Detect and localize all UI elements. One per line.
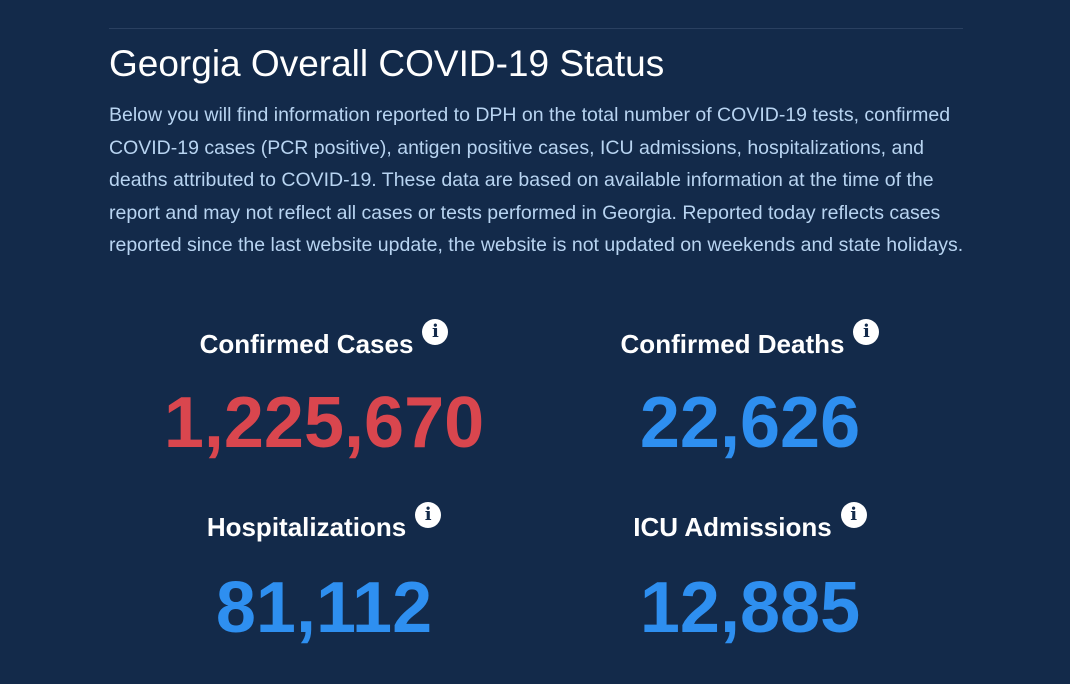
stat-confirmed-cases: Confirmed Cases i 1,225,670 (112, 319, 536, 465)
confirmed-cases-label: Confirmed Cases (199, 329, 414, 359)
confirmed-deaths-value: 22,626 (639, 383, 861, 463)
icu-admissions-label: ICU Admissions (633, 512, 832, 542)
page-title: Georgia Overall COVID-19 Status (109, 43, 665, 84)
page-description: Below you will find information reported… (109, 104, 964, 257)
stat-label-row: Confirmed Deaths i (540, 319, 960, 367)
stat-hospitalizations: Hospitalizations i 81,112 (112, 502, 536, 650)
info-icon[interactable]: i (415, 502, 442, 528)
stat-confirmed-deaths: Confirmed Deaths i 22,626 (540, 319, 960, 465)
stat-label-row: ICU Admissions i (540, 502, 960, 550)
info-icon[interactable]: i (853, 319, 880, 345)
stat-label-row: Hospitalizations i (112, 502, 536, 550)
info-icon[interactable]: i (422, 319, 449, 345)
top-divider (109, 28, 963, 29)
confirmed-cases-value: 1,225,670 (163, 383, 485, 463)
icu-admissions-value: 12,885 (639, 568, 861, 648)
confirmed-deaths-label: Confirmed Deaths (620, 329, 845, 359)
stat-icu-admissions: ICU Admissions i 12,885 (540, 502, 960, 650)
hospitalizations-label: Hospitalizations (206, 512, 407, 542)
hospitalizations-value: 81,112 (215, 568, 433, 648)
info-icon[interactable]: i (840, 502, 867, 528)
stat-label-row: Confirmed Cases i (112, 319, 536, 367)
